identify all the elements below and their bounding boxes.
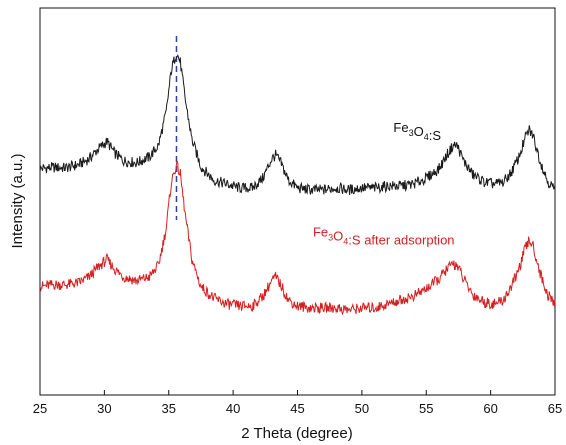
x-axis: 25 30 35 40 45 50 55 60 65 bbox=[33, 390, 562, 416]
series-layer bbox=[39, 53, 556, 316]
x-tick-label-65: 65 bbox=[548, 401, 562, 416]
x-tick-label-25: 25 bbox=[33, 401, 47, 416]
series-annotation-2: Fe3O4:S after adsorption bbox=[313, 224, 455, 247]
x-tick-label-40: 40 bbox=[226, 401, 240, 416]
x-tick-label-45: 45 bbox=[290, 401, 304, 416]
y-axis-label: Intensity (a.u.) bbox=[9, 153, 26, 248]
series-annotation-1: Fe3O4:S bbox=[393, 120, 441, 143]
x-tick-label-55: 55 bbox=[419, 401, 433, 416]
annotation-layer: Fe3O4:S Fe3O4:S after adsorption bbox=[313, 120, 455, 247]
x-tick-label-30: 30 bbox=[97, 401, 111, 416]
x-tick-label-35: 35 bbox=[162, 401, 176, 416]
x-tick-label-60: 60 bbox=[483, 401, 497, 416]
x-tick-label-50: 50 bbox=[355, 401, 369, 416]
plot-area-frame bbox=[39, 7, 556, 396]
series-line-2 bbox=[39, 159, 556, 316]
x-axis-label: 2 Theta (degree) bbox=[241, 425, 352, 442]
series-line-1 bbox=[39, 53, 556, 196]
